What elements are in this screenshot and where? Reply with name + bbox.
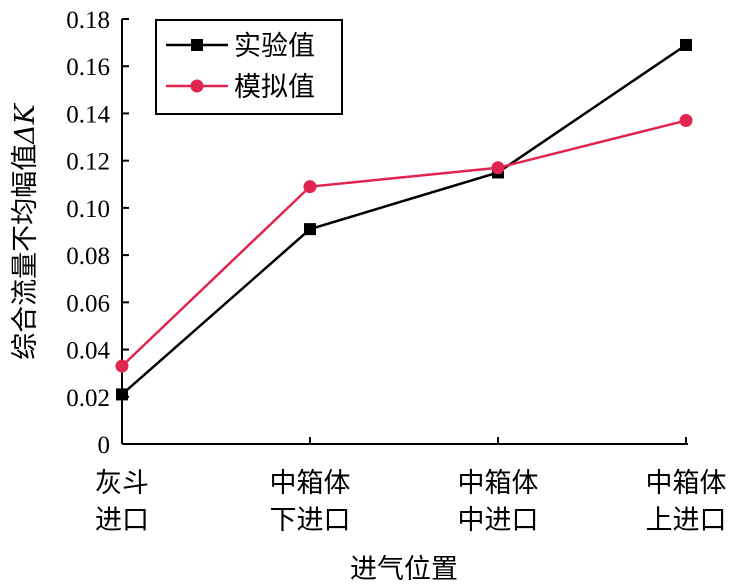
- x-tick-label: 中箱体: [458, 468, 539, 499]
- chart-axes: [121, 19, 688, 445]
- series-line: [121, 119, 687, 367]
- x-axis-title: 进气位置: [350, 554, 458, 585]
- x-tick-label: 中箱体: [270, 468, 351, 499]
- y-tick-label: 0: [98, 432, 111, 459]
- legend-marker: [190, 79, 204, 93]
- y-tick-label: 0.12: [66, 149, 110, 176]
- data-point: [115, 359, 129, 373]
- y-tick-label: 0.14: [66, 101, 110, 128]
- y-tick-label: 0.04: [66, 338, 110, 365]
- data-point: [491, 161, 505, 175]
- legend-box: [155, 19, 343, 115]
- y-axis-title: 综合流量不均幅值ΔK: [10, 102, 41, 359]
- series-1: [116, 38, 692, 401]
- y-tick-label: 0.10: [66, 196, 110, 223]
- legend-label: 模拟值: [234, 72, 315, 103]
- x-tick-label: 进口: [95, 505, 149, 536]
- y-tick-label: 0.16: [66, 54, 110, 81]
- legend-marker: [191, 39, 203, 51]
- svg-text:综合流量不均幅值ΔK: 综合流量不均幅值ΔK: [10, 102, 41, 359]
- legend-item: 模拟值: [166, 72, 315, 103]
- y-axis-title-main: 综合流量不均幅值: [10, 144, 41, 360]
- series-layer: [115, 38, 693, 401]
- series-line: [121, 43, 687, 396]
- data-point: [303, 180, 317, 194]
- y-tick-label: 0.08: [66, 243, 110, 270]
- y-axis-ticks: 0 0.02 0.04 0.06 0.08 0.10 0.12 0.14 0.16 0.18: [66, 7, 129, 459]
- data-point: [679, 114, 693, 128]
- x-tick-label: 中箱体: [646, 468, 727, 499]
- x-tick-label: 上进口: [646, 505, 727, 536]
- data-point: [680, 38, 692, 51]
- data-point: [116, 388, 128, 401]
- legend-label: 实验值: [234, 31, 315, 62]
- y-tick-label: 0.18: [66, 7, 110, 34]
- legend-item: 实验值: [166, 31, 315, 62]
- y-tick-label: 0.06: [66, 290, 110, 317]
- series-2: [115, 114, 693, 373]
- x-tick-label: 中进口: [458, 505, 539, 536]
- x-tick-label: 灰斗: [95, 468, 149, 499]
- x-tick-label: 下进口: [270, 505, 351, 536]
- data-point: [304, 223, 316, 236]
- y-tick-label: 0.02: [66, 385, 110, 412]
- y-axis-title-symbol: ΔK: [10, 102, 41, 144]
